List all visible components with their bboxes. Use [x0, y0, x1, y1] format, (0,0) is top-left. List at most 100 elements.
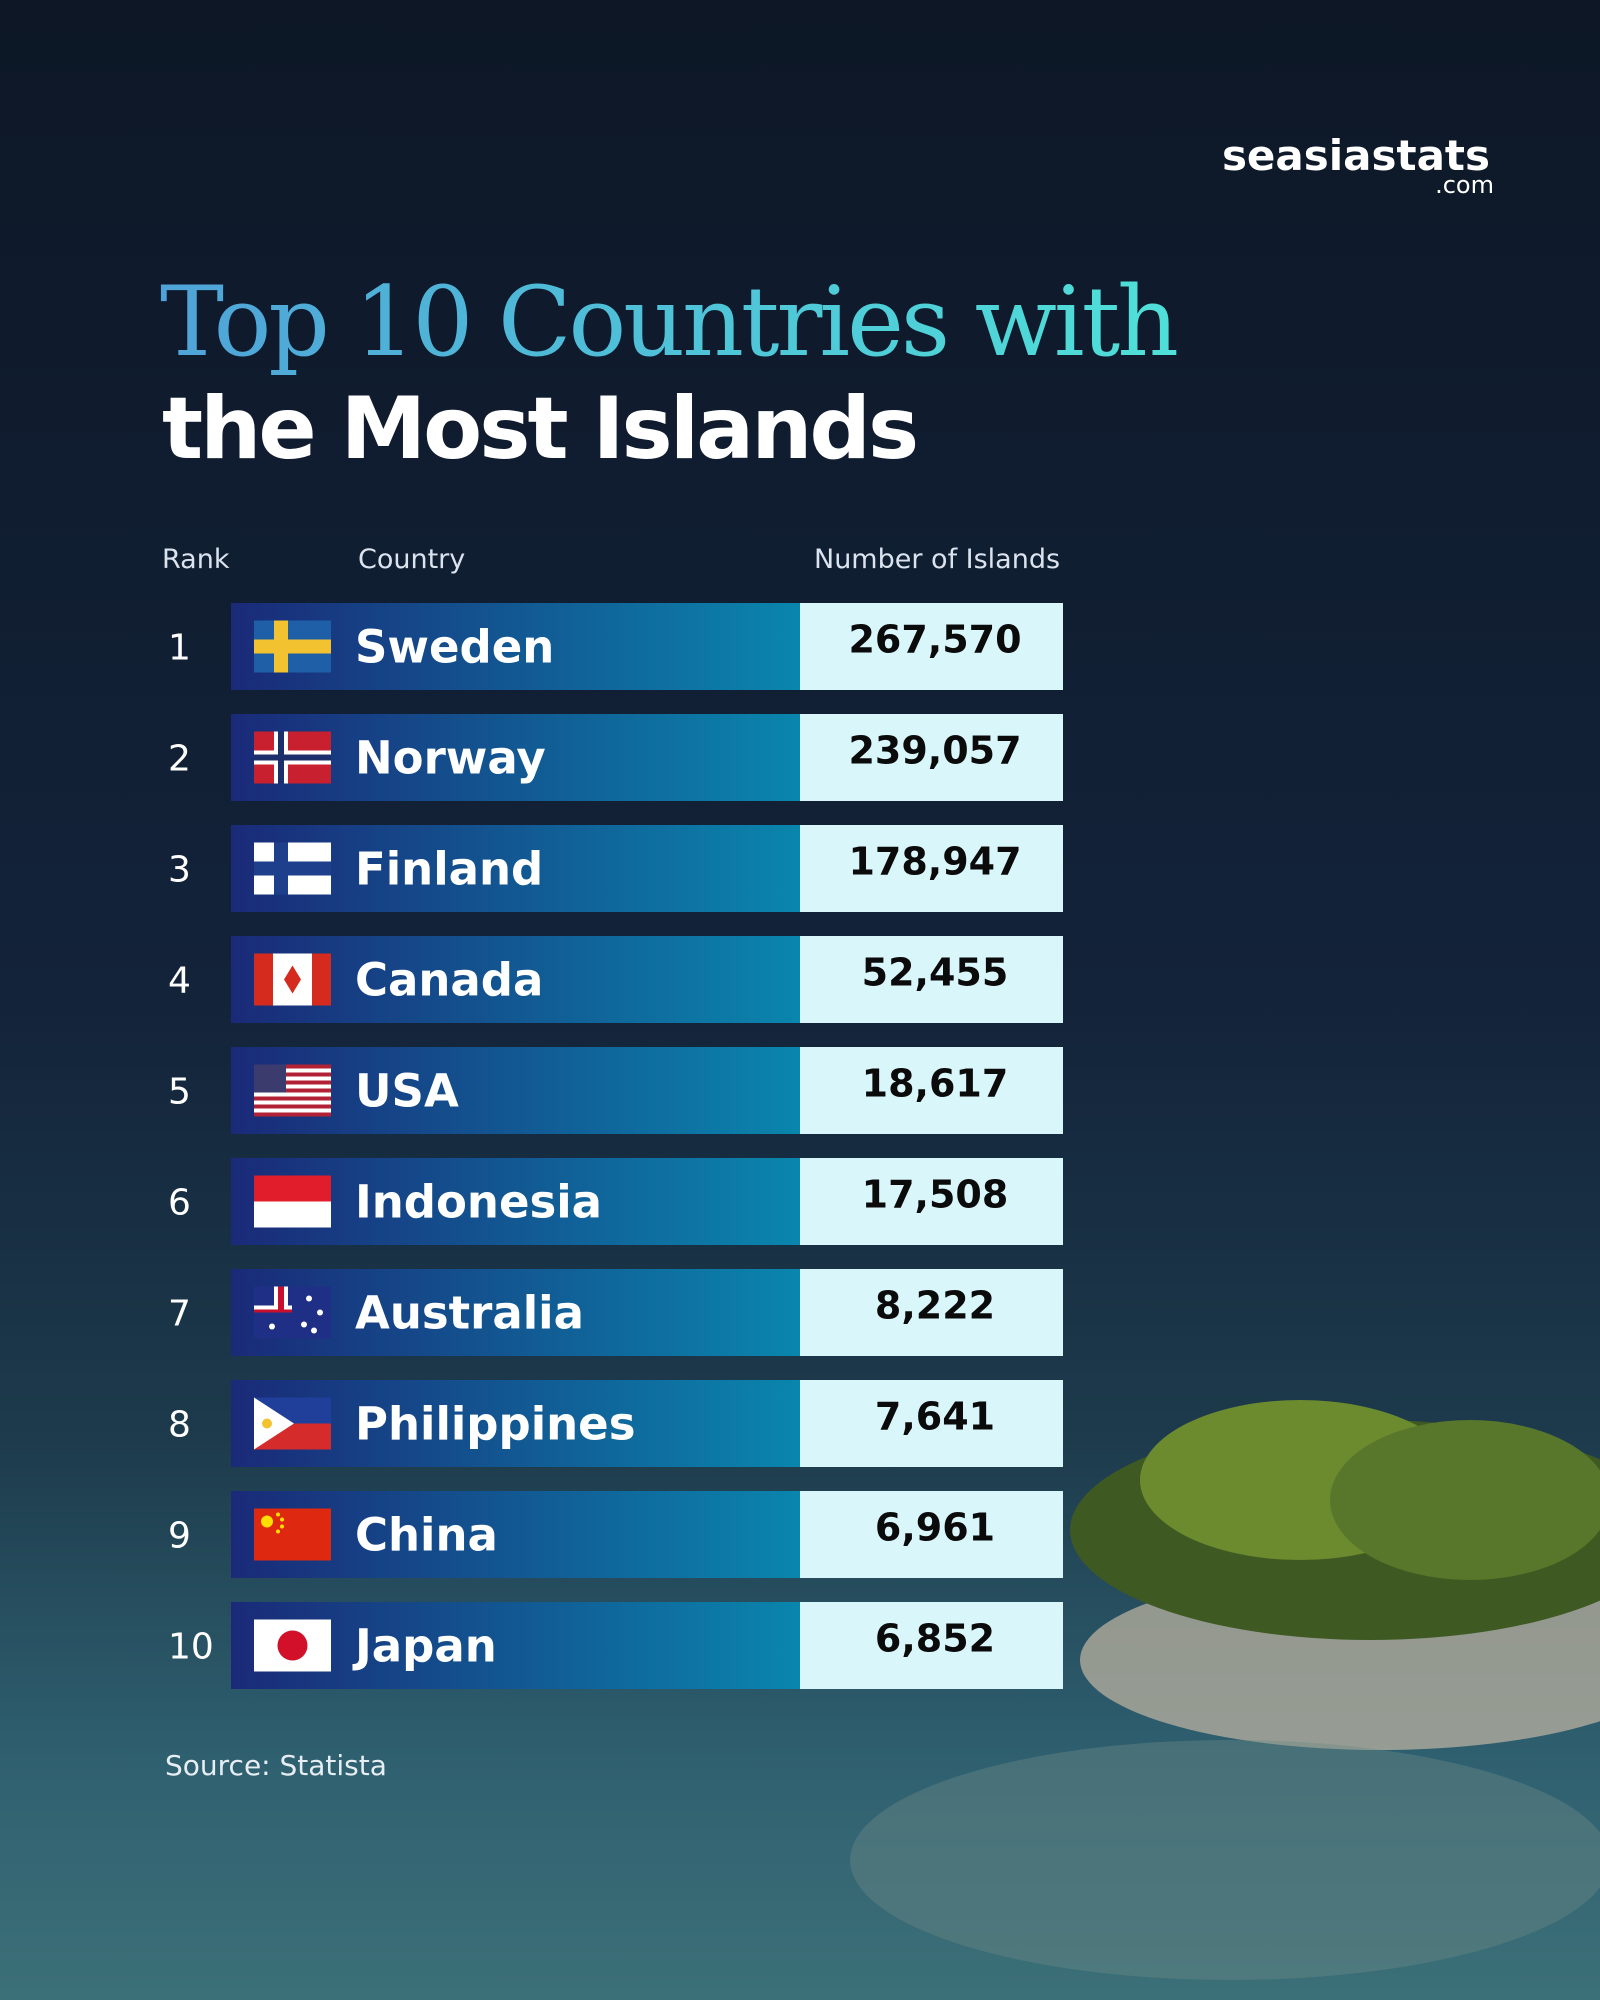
island-count: 267,570: [848, 618, 1021, 662]
flag: [254, 1064, 331, 1117]
title-line-2: the Most Islands: [162, 379, 916, 479]
flag-part: [254, 1064, 286, 1093]
flag-part: [277, 1630, 308, 1661]
value-box: [800, 936, 1063, 1023]
rank: 6: [168, 1183, 191, 1224]
flag-part: [254, 1064, 331, 1069]
flag: [254, 1397, 331, 1450]
brand-suffix: .com: [1435, 171, 1494, 199]
flag-part: [284, 965, 301, 994]
flag-part: [254, 1112, 331, 1117]
flag-part: [262, 1418, 272, 1429]
value-box: [800, 1602, 1063, 1689]
flag-part: [254, 1072, 331, 1077]
island-count: 52,455: [862, 951, 1009, 995]
country-name: Sweden: [355, 621, 554, 674]
flag: [254, 1619, 331, 1672]
flag-part: [306, 1295, 312, 1302]
table-row: 9 China 6,961: [168, 1491, 1063, 1578]
flag-part: [269, 1323, 275, 1330]
flag-part: [254, 861, 331, 876]
flag-part: [317, 1309, 323, 1316]
value-box: [800, 825, 1063, 912]
flag-part: [254, 1092, 331, 1097]
rank: 5: [168, 1072, 191, 1113]
table-row: 3 Finland 178,947: [168, 825, 1063, 912]
table-row: 4 Canada 52,455: [168, 936, 1063, 1023]
table-rows: 1 Sweden 267,570 2 Norway 239,057 3 Finland 178,…: [168, 603, 1063, 1689]
country-name: Indonesia: [355, 1176, 602, 1229]
flag-part: [254, 1096, 331, 1101]
country-name: USA: [355, 1065, 459, 1118]
country-name: Australia: [355, 1287, 584, 1340]
value-box: [800, 1269, 1063, 1356]
rank: 3: [168, 850, 191, 891]
flag-part: [254, 1201, 331, 1228]
island-count: 8,222: [875, 1284, 995, 1328]
flag-part: [254, 1080, 331, 1085]
flag-part: [276, 1529, 280, 1534]
table-row: 2 Norway 239,057: [168, 714, 1063, 801]
flag-part: [254, 1100, 331, 1105]
country-name: Norway: [355, 732, 546, 785]
flag-part: [254, 1076, 331, 1081]
flag: [254, 842, 331, 895]
value-box: [800, 1047, 1063, 1134]
value-box: [800, 714, 1063, 801]
flag: [254, 1508, 331, 1561]
island-count: 6,852: [875, 1617, 995, 1661]
table-row: 7 Australia 8,222: [168, 1269, 1063, 1356]
flag: [254, 1175, 331, 1228]
rank: 8: [168, 1405, 191, 1446]
flag: [254, 620, 331, 673]
brand-name: seasiastats: [1222, 131, 1490, 180]
flag-part: [254, 953, 273, 1006]
rank: 9: [168, 1516, 191, 1557]
value-box: [800, 1158, 1063, 1245]
island-count: 7,641: [875, 1395, 995, 1439]
flag-part: [254, 1108, 331, 1113]
country-name: Philippines: [355, 1398, 635, 1451]
rank: 2: [168, 739, 191, 780]
column-header: Number of Islands: [814, 544, 1060, 575]
rank: 10: [168, 1627, 214, 1668]
island-count: 6,961: [875, 1506, 995, 1550]
rank: 4: [168, 961, 191, 1002]
table-row: 6 Indonesia 17,508: [168, 1158, 1063, 1245]
table-row: 1 Sweden 267,570: [168, 603, 1063, 690]
title-line-1: Top 10 Countries with: [160, 266, 1177, 378]
flag-part: [254, 1084, 331, 1089]
flag-part: [280, 1524, 284, 1529]
value-box: [800, 1491, 1063, 1578]
flag: [254, 1286, 331, 1339]
flag: [254, 953, 331, 1006]
country-name: Canada: [355, 954, 543, 1007]
rank: 7: [168, 1294, 191, 1335]
country-name: Japan: [352, 1620, 497, 1673]
island: [850, 1400, 1600, 1980]
table-row: 5 USA 18,617: [168, 1047, 1063, 1134]
column-header: Rank: [162, 544, 230, 575]
value-box: [800, 603, 1063, 690]
column-header: Country: [358, 544, 465, 575]
country-name: China: [355, 1509, 498, 1562]
rank: 1: [168, 628, 191, 669]
flag: [254, 731, 331, 784]
value-box: [800, 1380, 1063, 1467]
island-count: 178,947: [848, 840, 1021, 884]
island-count: 18,617: [862, 1062, 1009, 1106]
flag-part: [280, 1517, 284, 1522]
flag-part: [254, 754, 331, 761]
flag-part: [301, 1321, 307, 1328]
flag-part: [254, 1397, 294, 1450]
flag-part: [311, 1327, 317, 1334]
flag-part: [254, 1088, 331, 1093]
flag-part: [254, 639, 331, 654]
flag-part: [254, 1175, 331, 1202]
table-row: 8 Philippines 7,641: [168, 1380, 1063, 1467]
flag-part: [254, 1104, 331, 1109]
flag-part: [276, 1512, 280, 1517]
flag-part: [312, 953, 331, 1006]
